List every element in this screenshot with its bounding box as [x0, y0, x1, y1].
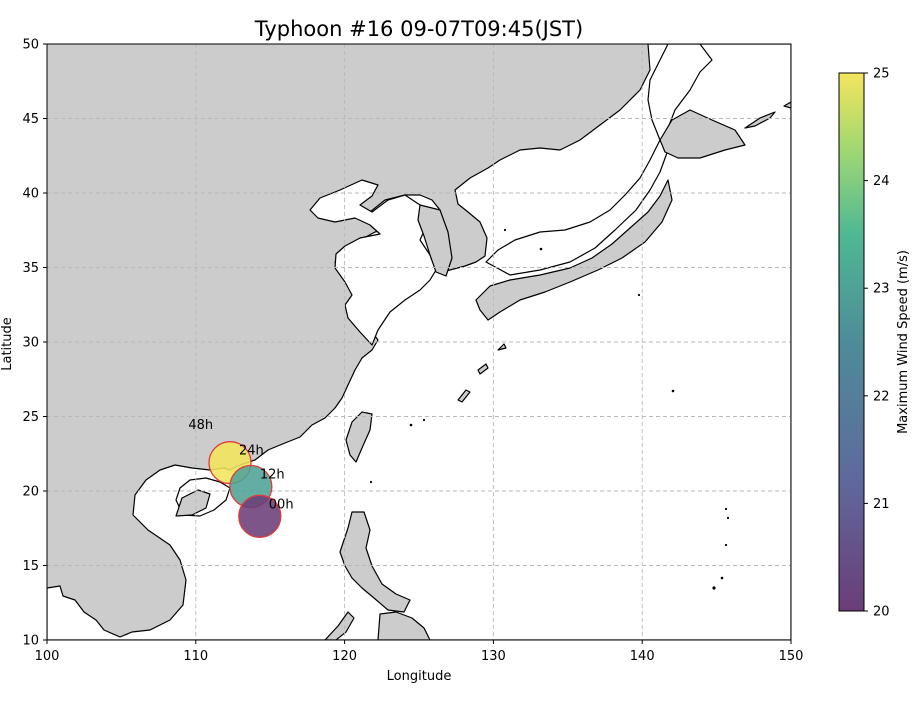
x-tick-label: 150 — [779, 649, 804, 664]
y-axis-label: Latitude — [0, 317, 15, 371]
japan-hokkaido — [659, 109, 746, 159]
sea-of-japan — [485, 44, 713, 276]
colorbar-tick-label: 21 — [873, 497, 890, 512]
x-tick-label: 130 — [481, 649, 506, 664]
small-islands — [369, 228, 730, 590]
x-tick-label: 140 — [630, 649, 655, 664]
yellow-sea — [309, 179, 437, 346]
y-tick-label: 50 — [22, 38, 39, 53]
y-axis-ticks: 10 15 20 25 30 35 40 45 50 — [22, 38, 47, 649]
forecast-hour-labels: 00h 12h 24h 48h — [188, 418, 293, 512]
colorbar-label: Maximum Wind Speed (m/s) — [896, 250, 911, 434]
x-tick-label: 100 — [35, 649, 60, 664]
x-axis-ticks: 100 110 120 130 140 150 — [35, 640, 804, 664]
taiwan-island — [345, 411, 373, 463]
ryukyu-islands — [457, 343, 507, 403]
gridlines — [47, 44, 791, 640]
y-tick-label: 15 — [22, 559, 39, 574]
colorbar — [838, 72, 865, 612]
kuril-islands — [744, 101, 791, 129]
x-tick-label: 120 — [332, 649, 357, 664]
colorbar-tick-label: 25 — [873, 67, 890, 82]
philippines-south — [377, 611, 431, 640]
forecast-label-00h: 00h — [269, 497, 294, 512]
map-plot-area: 00h 12h 24h 48h — [47, 44, 791, 640]
x-tick-label: 110 — [183, 649, 208, 664]
colorbar-tick-label: 22 — [873, 389, 890, 404]
islands — [175, 101, 791, 640]
colorbar-tick-label: 24 — [873, 174, 890, 189]
y-tick-label: 45 — [22, 112, 39, 127]
y-tick-label: 10 — [22, 634, 39, 649]
typhoon-marker-00h — [238, 494, 282, 538]
chart-title: Typhoon #16 09-07T09:45(JST) — [254, 17, 583, 41]
japan-honshu — [475, 179, 673, 321]
forecast-label-12h: 12h — [260, 468, 285, 483]
luzon-island — [339, 511, 411, 613]
hainan-island — [175, 489, 211, 517]
forecast-label-24h: 24h — [239, 444, 264, 459]
palawan-island — [324, 611, 355, 640]
y-tick-label: 20 — [22, 485, 39, 500]
colorbar-ticks: 20 21 22 23 24 25 — [864, 67, 890, 620]
x-axis-label: Longitude — [387, 669, 452, 684]
korea-peninsula — [417, 204, 453, 277]
typhoon-markers — [208, 441, 282, 538]
y-tick-label: 35 — [22, 261, 39, 276]
y-tick-label: 40 — [22, 187, 39, 202]
forecast-label-48h: 48h — [188, 418, 213, 433]
y-tick-label: 30 — [22, 336, 39, 351]
colorbar-tick-label: 23 — [873, 282, 890, 297]
y-tick-label: 25 — [22, 410, 39, 425]
colorbar-tick-label: 20 — [873, 605, 890, 620]
